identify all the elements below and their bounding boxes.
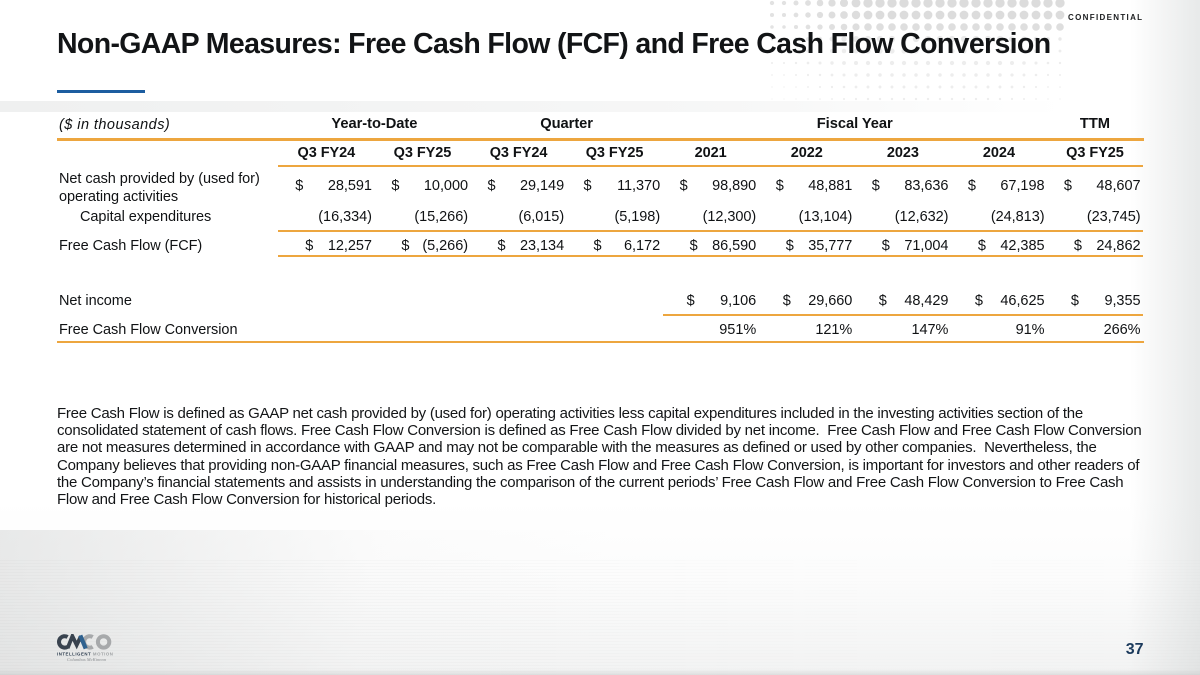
svg-text:INTELLIGENT MOTION: INTELLIGENT MOTION (57, 652, 113, 657)
svg-text:Columbus McKinnon: Columbus McKinnon (67, 657, 107, 662)
